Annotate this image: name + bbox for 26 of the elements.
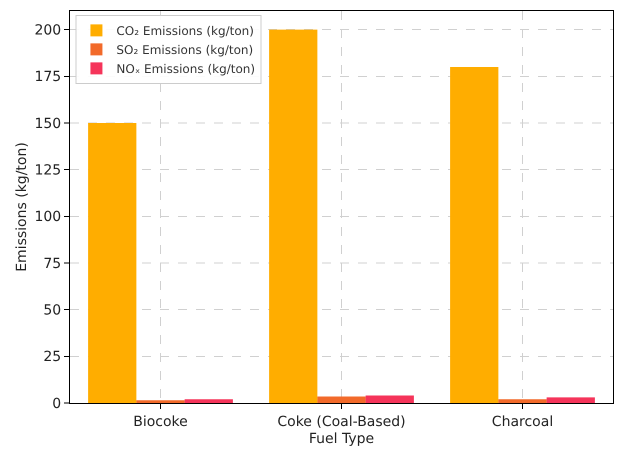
y-tick-label: 175: [34, 69, 62, 86]
y-tick-label: 0: [52, 396, 62, 412]
x-tick-label: Biocoke: [133, 414, 188, 430]
legend-label: SO₂ Emissions (kg/ton): [116, 43, 254, 58]
bar: [546, 397, 595, 403]
legend-label: NOₓ Emissions (kg/ton): [116, 62, 256, 76]
bar: [450, 67, 498, 403]
x-axis-title: Fuel Type: [308, 431, 374, 448]
y-axis-title: Emissions (kg/ton): [14, 142, 30, 272]
y-tick-label: 50: [43, 302, 62, 319]
bar: [88, 123, 136, 403]
x-tick-label: Charcoal: [492, 414, 554, 430]
bar: [136, 400, 185, 403]
y-tick-label: 125: [34, 162, 62, 179]
legend-label: CO₂ Emissions (kg/ton): [116, 24, 254, 38]
bar: [269, 30, 318, 403]
bar: [498, 399, 547, 403]
y-tick-label: 75: [43, 256, 62, 272]
y-tick-label: 150: [34, 116, 62, 132]
bar: [366, 396, 414, 403]
bar: [184, 399, 233, 403]
x-tick-label: Coke (Coal-Based): [277, 414, 406, 430]
y-tick-label: 100: [34, 209, 62, 226]
bar: [317, 396, 366, 403]
y-tick-label: 200: [34, 22, 62, 39]
y-tick-label: 25: [43, 349, 62, 366]
